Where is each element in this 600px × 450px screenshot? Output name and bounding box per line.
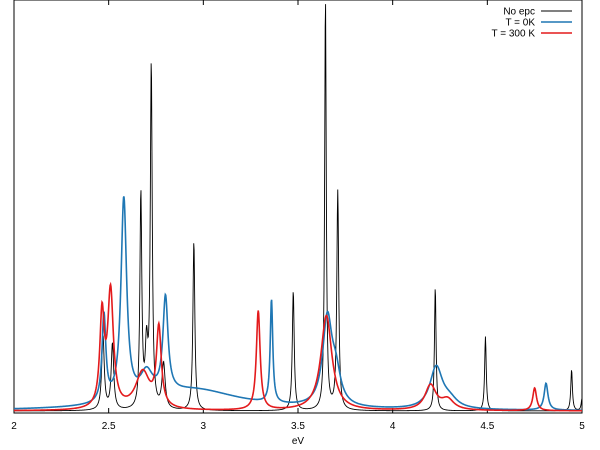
series-line-1 — [13, 196, 583, 411]
x-axis: 2 2.5 3 3.5 4 4.5 5 — [11, 0, 585, 432]
x-tick-label: 2 — [11, 421, 17, 432]
x-tick-label: 4 — [390, 421, 396, 432]
x-axis-label: eV — [292, 436, 305, 447]
x-tick-label: 2.5 — [102, 421, 116, 432]
legend-entry-label: No epc — [503, 7, 535, 18]
series-line-0 — [14, 4, 583, 412]
x-tick-label: 4.5 — [480, 421, 494, 432]
series-lines — [13, 4, 583, 412]
x-tick-label: 5 — [579, 421, 585, 432]
legend-entry-label: T = 0K — [505, 18, 535, 29]
x-tick-label: 3.5 — [291, 421, 305, 432]
x-tick-label: 3 — [201, 421, 207, 432]
legend-entry-label: T = 300 K — [492, 29, 536, 40]
series-line-2 — [13, 281, 582, 412]
